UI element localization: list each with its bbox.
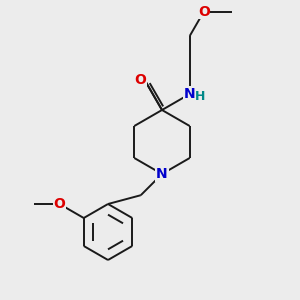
Text: O: O bbox=[134, 73, 146, 87]
Text: H: H bbox=[194, 91, 205, 103]
Text: O: O bbox=[54, 197, 65, 211]
Text: O: O bbox=[198, 5, 210, 19]
Text: N: N bbox=[184, 87, 196, 101]
Text: N: N bbox=[156, 167, 168, 181]
